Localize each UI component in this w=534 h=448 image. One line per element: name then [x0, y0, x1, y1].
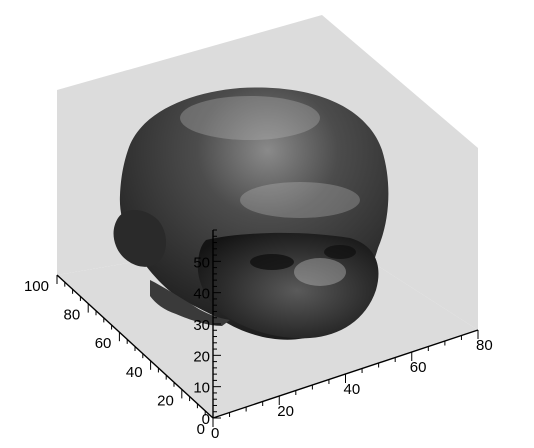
head-isosurface — [113, 87, 389, 340]
y-tick-label: 40 — [126, 364, 143, 381]
axes: 0 20 40 60 80 0 20 40 60 80 100 0 10 20 30 40 50 — [24, 229, 493, 442]
x-tick-label: 80 — [476, 337, 493, 354]
z-tick-label: 10 — [193, 380, 210, 397]
z-tick-label: 0 — [202, 411, 210, 428]
x-tick-label: 60 — [410, 359, 427, 376]
z-tick-label: 50 — [193, 254, 210, 271]
x-tick-label: 40 — [344, 381, 361, 398]
eye-socket-right — [324, 245, 356, 259]
y-tick-label: 0 — [197, 421, 205, 438]
y-tick-label: 20 — [157, 392, 174, 409]
neck-fringe — [150, 280, 230, 326]
highlight-crown — [180, 96, 320, 140]
z-tick-label: 20 — [193, 348, 210, 365]
z-tick-label: 40 — [193, 286, 210, 303]
ear-left — [113, 209, 167, 267]
y-tick-label: 100 — [24, 278, 49, 295]
x-tick-label: 20 — [277, 403, 294, 420]
y-tick-label: 60 — [95, 335, 112, 352]
eye-socket-left — [250, 254, 294, 270]
z-tick-label: 30 — [193, 317, 210, 334]
y-tick-label: 80 — [64, 307, 81, 324]
face-surface — [197, 232, 379, 339]
highlight-forehead — [240, 182, 360, 218]
highlight-cheek — [294, 258, 346, 286]
x-tick-label: 0 — [211, 425, 219, 442]
